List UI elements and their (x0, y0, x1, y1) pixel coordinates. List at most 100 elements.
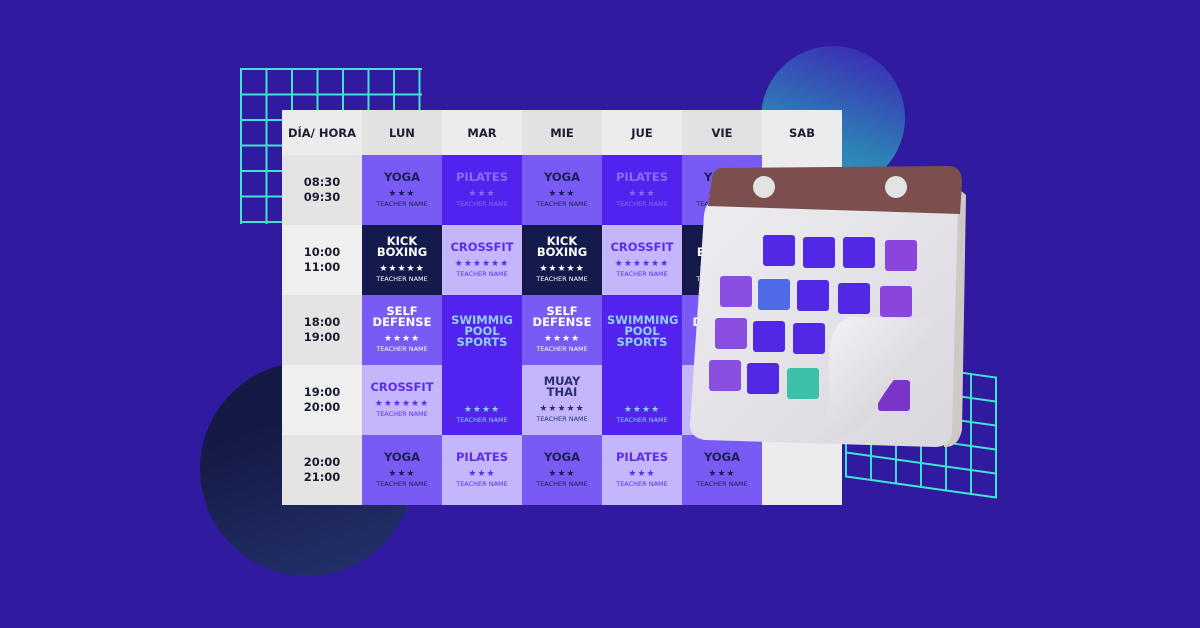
teacher-name: TEACHER NAME (536, 415, 588, 423)
star-rating: ★★★★ (703, 334, 741, 344)
class-cell[interactable]: YOGA ★★★ TEACHER NAME (362, 435, 442, 505)
teacher-name: TEACHER NAME (456, 479, 508, 488)
class-title: CROSSFIT (450, 239, 514, 254)
class-cell[interactable]: KICK BOXING ★★★★★ TEACHER NAME (362, 225, 442, 295)
time-label: 09:30 (303, 190, 341, 204)
teacher-name: TEACHER NAME (616, 269, 668, 278)
calendar-day-tile (838, 283, 870, 314)
teacher-name: TEACHER NAME (456, 269, 508, 278)
time-label: 19:00 (303, 330, 341, 344)
day-header-mie: MIE (522, 110, 602, 155)
class-title: MUAY THAI (543, 374, 581, 399)
time-slot: 19:00 20:00 (282, 365, 362, 435)
teacher-name: TEACHER NAME (536, 345, 588, 353)
class-cell[interactable]: CROSSFIT ★★★★★★ TEACHER NAME (442, 225, 522, 295)
class-cell[interactable]: SWIMMING POOL SPORTS ★★★★ TEACHER NAME (602, 295, 682, 435)
teacher-name: TEACHER NAME (696, 199, 748, 208)
class-cell[interactable]: YOGA ★★★ TEACHER NAME (362, 155, 442, 225)
class-cell[interactable] (762, 155, 842, 225)
star-rating: ★★★ (628, 188, 656, 199)
class-cell[interactable]: KICK BOXING ★★★★★ TEACHER NAME (682, 225, 762, 295)
star-rating: ★★★ (548, 468, 576, 479)
teacher-name: TEACHER NAME (536, 479, 588, 488)
class-title: YOGA (543, 169, 581, 184)
time-label: 10:00 (303, 245, 341, 259)
class-cell[interactable]: SELF DEFENSE ★★★★ TEACHER NAME (682, 295, 762, 365)
star-rating: ★★★★★ (539, 404, 585, 414)
class-cell[interactable]: SELF DEFENSE ★★★★ TEACHER NAME (522, 295, 602, 365)
class-cell[interactable]: CROSSFIT ★★★★★★ TEACHER NAME (362, 365, 442, 435)
star-rating: ★★★★★ (539, 264, 585, 274)
teacher-name: TEACHER NAME (376, 199, 428, 208)
star-rating: ★★★ (708, 188, 736, 199)
time-slot: 10:00 11:00 (282, 225, 362, 295)
class-title: SWIMMING POOL SPORTS (607, 313, 679, 349)
time-label: 20:00 (303, 455, 341, 469)
star-rating: ★★★ (388, 468, 416, 479)
star-rating: ★★★★ (463, 405, 501, 415)
class-title: KICK BOXING (376, 234, 428, 259)
class-cell[interactable]: YOGA ★★★ TEACHER NAME (522, 155, 602, 225)
time-slot: 08:30 09:30 (282, 155, 362, 225)
class-cell[interactable]: PILATES ★★★ TEACHER NAME (442, 435, 522, 505)
calendar-ring-right (885, 176, 907, 198)
time-label: 18:00 (303, 315, 341, 329)
class-cell[interactable]: YOGA ★★★ TEACHER NAME (682, 435, 762, 505)
day-header-vie: VIE (682, 110, 762, 155)
day-header-jue: JUE (602, 110, 682, 155)
class-cell[interactable]: MUAY THAI ★★★★★ TEACHER NAME (522, 365, 602, 435)
time-label: 11:00 (303, 260, 341, 274)
star-rating: ★★★★ (623, 405, 661, 415)
star-rating: ★★★★★★ (614, 258, 670, 269)
teacher-name: TEACHER NAME (616, 479, 668, 488)
calendar-day-tile (885, 240, 917, 271)
corner-header: DÍA/ HORA (282, 110, 362, 155)
class-title: YOGA (703, 169, 741, 184)
time-label: 20:00 (303, 400, 341, 414)
calendar-day-tile (880, 286, 912, 317)
class-schedule-table: DÍA/ HORA LUN MAR MIE JUE VIE SAB 08:30 09:30 YO… (282, 110, 842, 505)
star-rating: ★★★ (628, 468, 656, 479)
class-title: YOGA (703, 449, 741, 464)
class-title: PILATES (615, 449, 669, 464)
teacher-name: TEACHER NAME (456, 199, 508, 208)
class-title: CROSSFIT (370, 379, 434, 394)
teacher-name: TEACHER NAME (696, 479, 748, 488)
class-cell[interactable]: PILATES ★★★ TEACHER NAME (442, 155, 522, 225)
class-cell[interactable]: SWIMMIG POOL SPORTS ★★★★ TEACHER NAME (442, 295, 522, 435)
class-cell[interactable] (762, 435, 842, 505)
time-label: 19:00 (303, 385, 341, 399)
class-cell[interactable]: PILATES ★★★ TEACHER NAME (602, 155, 682, 225)
class-title: PILATES (615, 169, 669, 184)
class-cell[interactable]: KICK BOXING ★★★★★ TEACHER NAME (522, 225, 602, 295)
teacher-name: TEACHER NAME (376, 409, 428, 418)
class-cell[interactable]: PILATES ★★★ TEACHER NAME (602, 435, 682, 505)
teacher-name: TEACHER NAME (696, 275, 748, 283)
star-rating: ★★★ (548, 188, 576, 199)
teacher-name: TEACHER NAME (536, 199, 588, 208)
decorative-grid-bottom-right (845, 355, 997, 499)
class-cell[interactable]: SELF DEFENSE ★★★★ TEACHER NAME (362, 295, 442, 365)
calendar-day-tile (843, 237, 875, 268)
teacher-name: TEACHER NAME (536, 275, 588, 283)
teacher-name: TEACHER NAME (376, 275, 428, 283)
class-cell[interactable]: CROSSFIT ★★★★★★ TEACHER NAME (602, 225, 682, 295)
teacher-name: TEACHER NAME (696, 399, 748, 407)
class-cell[interactable] (762, 295, 842, 365)
class-cell[interactable]: YOGA ★★★ TEACHER NAME (682, 155, 762, 225)
class-cell[interactable] (762, 225, 842, 295)
class-cell[interactable]: YOGA ★★★ TEACHER NAME (522, 435, 602, 505)
class-title: YOGA (543, 449, 581, 464)
class-cell[interactable] (762, 365, 842, 435)
time-slot: 18:00 19:00 (282, 295, 362, 365)
class-cell[interactable]: TEACHER NAME (682, 365, 762, 435)
day-header-lun: LUN (362, 110, 442, 155)
class-title: KICK BOXING (696, 234, 748, 259)
star-rating: ★★★★★ (379, 264, 425, 274)
time-label: 21:00 (303, 470, 341, 484)
day-header-sab: SAB (762, 110, 842, 155)
day-header-mar: MAR (442, 110, 522, 155)
time-label: 08:30 (303, 175, 341, 189)
teacher-name: TEACHER NAME (696, 345, 748, 353)
class-title: SELF DEFENSE (372, 304, 432, 329)
